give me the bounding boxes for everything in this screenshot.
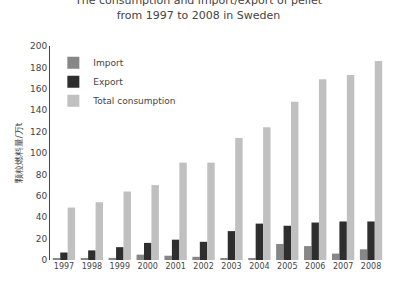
svg-text:Total consumption: Total consumption — [92, 96, 175, 106]
svg-text:2000: 2000 — [138, 262, 158, 271]
svg-text:颗粒燃料量/万t: 颗粒燃料量/万t — [14, 122, 24, 183]
svg-text:2004: 2004 — [249, 262, 269, 271]
svg-text:1997: 1997 — [54, 262, 74, 271]
svg-text:2002: 2002 — [193, 262, 213, 271]
svg-text:The consumption and import/exp: The consumption and import/export of pel… — [74, 0, 323, 22]
svg-text:200: 200 — [30, 41, 47, 51]
svg-text:140: 140 — [30, 105, 47, 115]
svg-text:1998: 1998 — [82, 262, 102, 271]
svg-text:100: 100 — [30, 148, 47, 158]
svg-text:2003: 2003 — [221, 262, 241, 271]
svg-text:1999: 1999 — [110, 262, 130, 271]
svg-text:40: 40 — [36, 212, 48, 222]
svg-text:2007: 2007 — [333, 262, 353, 271]
svg-text:120: 120 — [30, 127, 47, 137]
svg-text:80: 80 — [36, 170, 48, 180]
svg-text:160: 160 — [30, 84, 47, 94]
svg-text:Export: Export — [93, 77, 123, 87]
svg-text:2001: 2001 — [165, 262, 185, 271]
svg-text:2006: 2006 — [305, 262, 325, 271]
svg-text:2005: 2005 — [277, 262, 297, 271]
svg-text:60: 60 — [36, 191, 48, 201]
svg-text:2008: 2008 — [361, 262, 381, 271]
svg-text:0: 0 — [41, 255, 47, 265]
svg-text:180: 180 — [30, 63, 47, 73]
svg-text:Import: Import — [93, 58, 123, 68]
svg-text:20: 20 — [36, 234, 48, 244]
